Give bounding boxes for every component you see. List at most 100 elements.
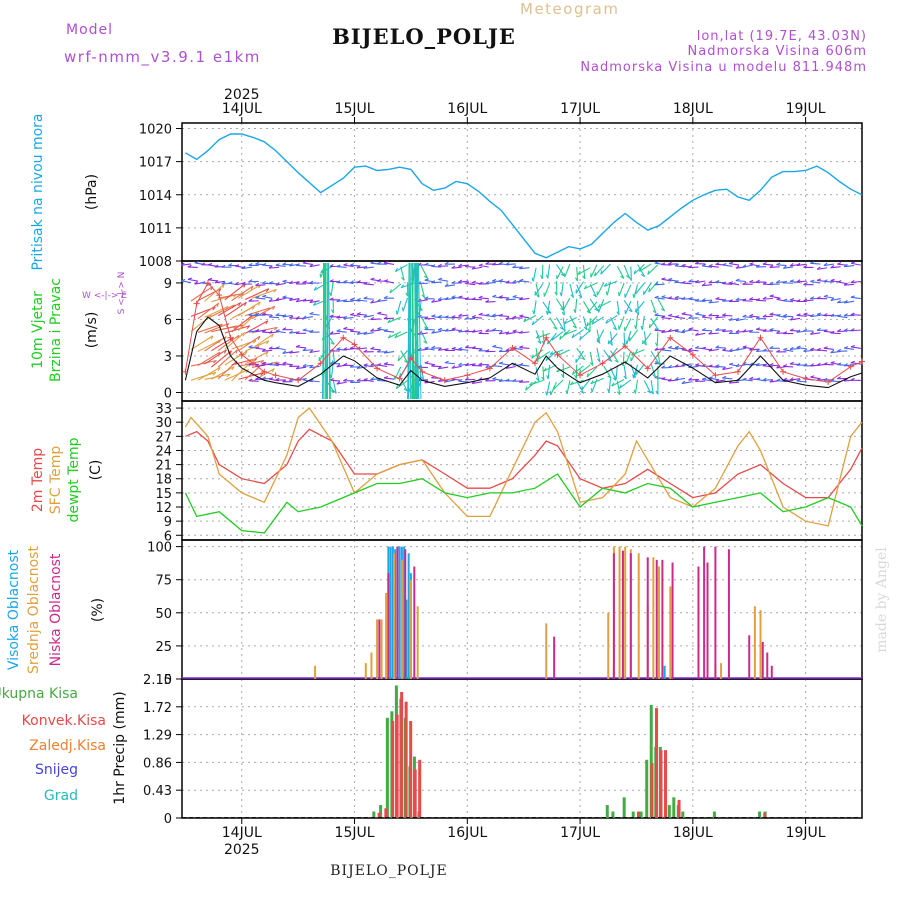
wind-arrow-head — [563, 320, 567, 325]
wind-gust-marker — [272, 372, 279, 379]
wind-arrow — [647, 264, 659, 275]
wind-arrow — [604, 280, 618, 287]
wind-shaft — [323, 262, 327, 400]
wind-arrow-head — [597, 303, 601, 308]
wind-arrow-head — [485, 349, 490, 353]
wind-arrow-head — [387, 319, 391, 323]
wind-arrow-head — [607, 359, 612, 362]
wind-arrow-head — [370, 376, 375, 381]
wind-arrow-head — [349, 364, 354, 368]
wind-arrow-head — [762, 281, 767, 285]
wind-arrow-head — [329, 264, 334, 267]
wind-arrow — [384, 262, 395, 266]
wind-arrow-head — [289, 297, 293, 301]
wind-arrow — [363, 332, 374, 335]
wind-arrow-head — [655, 390, 659, 395]
wind-arrow-head — [444, 348, 449, 351]
wind-arrow-head — [261, 348, 266, 352]
wind-arrow — [587, 301, 598, 313]
y-tick-label: 50 — [155, 607, 172, 622]
precip-bar — [639, 811, 643, 818]
x-tick-label-bottom: 18JUL — [673, 825, 713, 841]
wind-arrow-head — [213, 360, 217, 364]
y-tick-label: 25 — [155, 640, 172, 655]
wind-arrow — [431, 299, 442, 303]
wind-arrow — [742, 316, 753, 319]
wind-arrow-head — [531, 277, 534, 282]
wind-arrow-head — [492, 328, 497, 331]
wind-gust-marker — [667, 334, 674, 341]
wind-arrow — [769, 266, 780, 268]
wind-compass-ew: W <-|-> E — [82, 291, 127, 301]
wind-arrow-head — [383, 316, 388, 320]
wind-arrow-head — [350, 312, 355, 316]
wind-arrow — [519, 297, 530, 301]
wind-arrow-head — [329, 279, 334, 283]
wind-arrow-head — [782, 280, 788, 284]
wind-arrow-head — [246, 325, 251, 329]
wind-arrow — [238, 335, 261, 352]
wind-arrow-head — [816, 266, 821, 270]
wind-arrow — [244, 340, 270, 352]
wind-arrow-head — [578, 294, 583, 299]
wind-arrow-head — [536, 334, 540, 339]
wind-arrow-head — [776, 330, 781, 334]
wind-arrow-head — [330, 342, 335, 345]
wind-arrow — [384, 363, 395, 366]
wind-arrow-head — [363, 296, 368, 299]
wind-arrow-head — [221, 264, 226, 268]
wind-arrow — [542, 366, 545, 381]
y-tick-label: 1014 — [139, 189, 172, 204]
wind-arrow-head — [248, 298, 253, 302]
wind-arrow — [643, 282, 652, 296]
wind-arrow — [262, 264, 273, 267]
wind-arrow-head — [275, 297, 280, 301]
wind-compass-ns: S <-|-> N — [117, 272, 127, 315]
wind-arrow — [499, 362, 510, 366]
wind-arrow-head — [850, 261, 856, 264]
wind-arrow — [762, 297, 773, 300]
wind-arrow-head — [715, 296, 720, 300]
wind-arrow-head — [478, 295, 483, 299]
wind-arrow-head — [458, 362, 463, 366]
wind-arrow — [756, 363, 767, 367]
wind-arrow — [574, 298, 578, 313]
wind-arrow-head — [638, 267, 642, 272]
wind-arrow-head — [803, 265, 808, 268]
wind-arrow — [578, 364, 591, 375]
wind-arrow-head — [803, 348, 808, 352]
wind-arrow-head — [257, 335, 261, 341]
wind-arrow-head — [563, 331, 567, 336]
wind-arrow-head — [437, 314, 442, 318]
wind-arrow-head — [742, 314, 747, 318]
wind-arrow — [597, 300, 611, 309]
wind-arrow-head — [451, 295, 456, 298]
wind-arrow-head — [251, 305, 256, 310]
wind-arrow-head — [464, 329, 469, 333]
wind-arrow-head — [641, 339, 644, 345]
wind-arrow-head — [535, 377, 540, 382]
wind-arrow — [817, 267, 828, 270]
wind-arrow-head — [498, 361, 504, 364]
wind-arrow-head — [268, 314, 273, 318]
wind-arrow — [275, 282, 286, 286]
temp-ylabel-sfc: SFC Temp — [48, 446, 64, 515]
wind-gust-marker — [182, 368, 189, 375]
wind-arrow-head — [613, 375, 617, 380]
wind-arrow-head — [661, 277, 666, 280]
wind-arrow-head — [478, 362, 483, 366]
wind-arrow — [674, 316, 686, 320]
wind-arrow-head — [505, 348, 510, 352]
wind-arrow — [844, 364, 855, 367]
wind-arrow-head — [843, 299, 848, 304]
wind-arrow — [796, 314, 807, 317]
wind-arrow — [485, 315, 496, 318]
wind-arrow-head — [260, 360, 265, 364]
wind-arrow-head — [776, 349, 781, 353]
wind-arrow-head — [302, 315, 307, 319]
wind-arrow — [571, 329, 584, 339]
wind-arrow — [639, 263, 652, 272]
wind-arrow-head — [309, 311, 314, 315]
cloud-ylabel-mid: Srednja Oblacnost — [26, 546, 42, 674]
wind-arrow-head — [255, 376, 260, 380]
